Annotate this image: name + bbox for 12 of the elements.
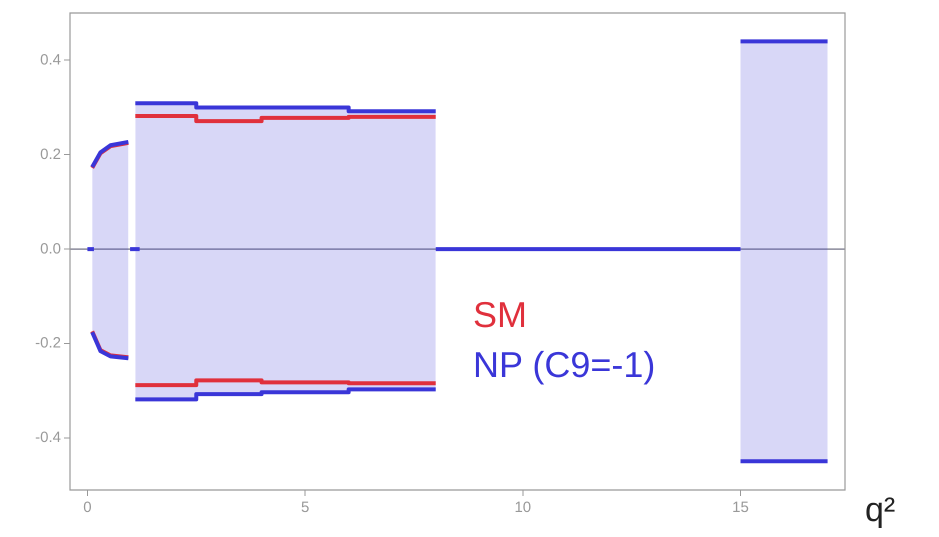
y-tick-label: -0.2: [35, 334, 61, 352]
x-tick-label: 0: [83, 499, 92, 516]
y-tick-label: 0.4: [40, 51, 61, 68]
x-tick-label: 5: [300, 499, 310, 516]
y-tick-label: -0.4: [35, 429, 61, 446]
y-tick-label: 0.2: [40, 146, 61, 163]
x-axis-title: q²: [865, 491, 896, 529]
x-tick-label: 10: [514, 499, 532, 516]
y-tick-label: 0.0: [40, 240, 61, 258]
text: SM: [473, 294, 527, 336]
text: NP (C9=-1): [473, 344, 656, 386]
x-tick-label: 15: [732, 499, 749, 516]
